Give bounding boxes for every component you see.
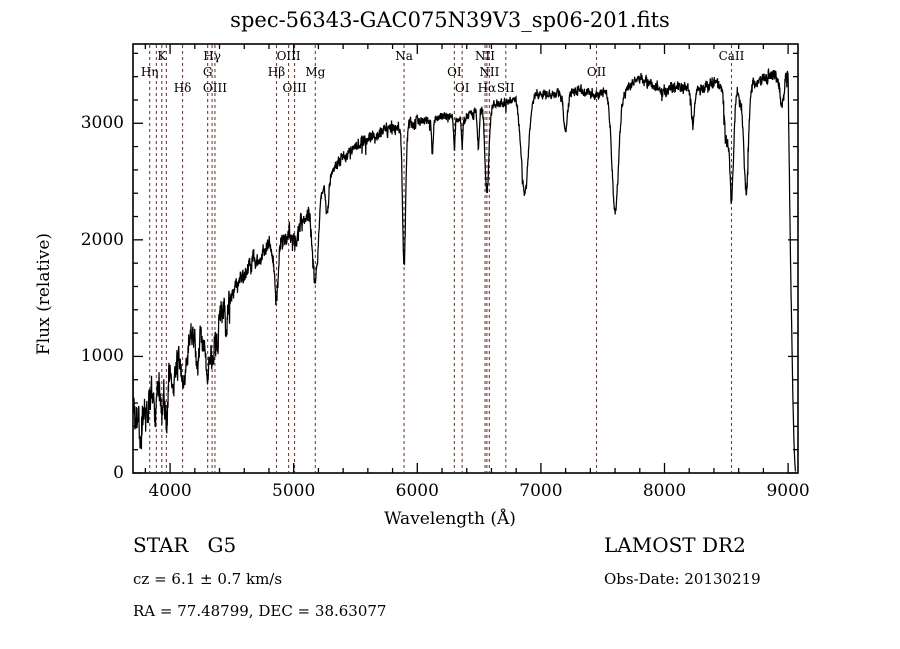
footer-spectral-class: G5 bbox=[207, 533, 237, 557]
y-axis-title: Flux (relative) bbox=[34, 232, 54, 356]
x-tick-label-4: 8000 bbox=[642, 481, 687, 501]
page-title: spec-56343-GAC075N39V3_sp06-201.fits bbox=[230, 8, 670, 32]
footer-coordinates: RA = 77.48799, DEC = 38.63077 bbox=[133, 602, 387, 620]
y-tick-label-3: 3000 bbox=[80, 113, 124, 134]
spectral-line-label-Mg-9: Mg bbox=[305, 65, 326, 79]
footer-survey: LAMOST DR2 bbox=[604, 533, 746, 557]
spectral-line-label-CaII-18: CaII bbox=[718, 49, 745, 63]
footer-obs-date: Obs-Date: 20130219 bbox=[604, 570, 761, 588]
spectral-line-label-OI-11: OI bbox=[447, 65, 462, 79]
footer-object-type: STAR G5 bbox=[133, 533, 237, 557]
spectral-line-label-SII-16: SII bbox=[496, 81, 515, 95]
x-tick-label-0: 4000 bbox=[148, 481, 192, 501]
spectral-line-label-G-4: G bbox=[202, 65, 213, 79]
y-tick-label-0: 0 bbox=[113, 463, 124, 483]
spectral-line-label-OIII-5: OIII bbox=[202, 81, 227, 95]
spectral-line-label-NII-13: NII bbox=[475, 49, 496, 63]
spectral-line-label-OIII-8: OIII bbox=[282, 81, 307, 95]
spectral-line-label-H-0: Hη bbox=[140, 65, 159, 79]
x-tick-label-5: 9000 bbox=[766, 481, 810, 501]
x-axis-title: Wavelength (Å) bbox=[384, 509, 516, 529]
x-tick-label-1: 5000 bbox=[272, 481, 316, 501]
spectral-line-label-Na-10: Na bbox=[395, 49, 413, 63]
spectral-line-label-OIII-7: OIII bbox=[276, 49, 301, 63]
spectral-line-label-OI-12: OI bbox=[454, 81, 470, 95]
x-tick-label-2: 6000 bbox=[395, 481, 439, 501]
line-marker-group bbox=[149, 45, 733, 472]
spectral-line-label-OII-17: OII bbox=[586, 65, 607, 79]
spectrum-trace bbox=[133, 67, 797, 472]
axes-frame bbox=[132, 43, 799, 474]
spectral-line-label-NII-15: NII bbox=[479, 65, 500, 79]
spectral-line-label-H-2: Hδ bbox=[173, 81, 192, 95]
footer-cz: cz = 6.1 ± 0.7 km/s bbox=[133, 570, 283, 588]
y-tick-label-1: 1000 bbox=[80, 346, 124, 367]
spectral-line-label-H-6: Hβ bbox=[267, 65, 286, 79]
x-tick-label-3: 7000 bbox=[519, 481, 563, 501]
y-tick-label-2: 2000 bbox=[80, 229, 124, 250]
spectral-line-label-K-1: K bbox=[157, 49, 167, 63]
spectral-line-label-H-14: Hα bbox=[477, 81, 497, 95]
spectral-line-label-H-3: Hγ bbox=[203, 49, 221, 63]
